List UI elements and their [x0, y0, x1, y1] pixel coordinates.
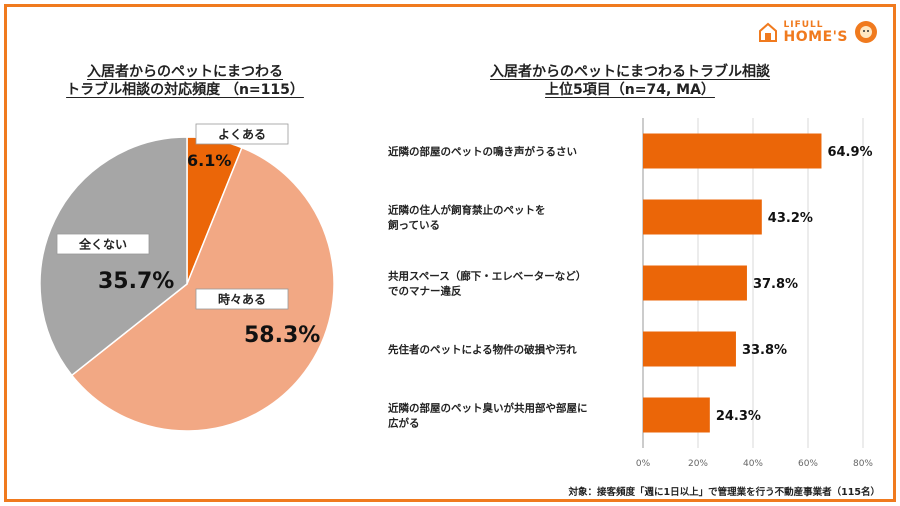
bar-category-label: 近隣の部屋のペット臭いが共用部や部屋に: [388, 402, 588, 415]
bar-value-label: 33.8%: [742, 343, 787, 358]
bar-category-label: 広がる: [388, 417, 420, 430]
pie-title-line2: トラブル相談の対応頻度 （n=115）: [66, 82, 304, 98]
pie-chart-title: 入居者からのペットにまつわる トラブル相談の対応頻度 （n=115）: [20, 63, 350, 99]
bar-category-label: 近隣の部屋のペットの鳴き声がうるさい: [388, 145, 577, 158]
bar: [643, 133, 822, 169]
pie-slice-label: 全くない: [78, 237, 127, 252]
bar-category-label: 近隣の住人が飼育禁止のペットを: [388, 204, 546, 217]
brand-line1: LIFULL: [783, 19, 824, 30]
bar: [643, 397, 710, 433]
x-tick-label: 80%: [853, 459, 873, 469]
pie-value-label: 6.1%: [187, 151, 231, 170]
bar-chart-title: 入居者からのペットにまつわるトラブル相談 上位5項目（n=74, MA）: [420, 63, 840, 99]
bar: [643, 199, 762, 235]
brand-line2: HOME'S: [783, 28, 848, 45]
mascot-icon: [855, 21, 877, 43]
pie-label-box: [195, 288, 289, 310]
x-tick-label: 0%: [636, 459, 651, 469]
pie-value-label: 58.3%: [244, 323, 320, 348]
pie-label-box: [195, 123, 289, 145]
bar-value-label: 43.2%: [768, 211, 813, 226]
bar-value-label: 64.9%: [827, 145, 872, 160]
bar-title-line2: 上位5項目（n=74, MA）: [545, 82, 715, 98]
footnote: 対象：接客頻度「週に1日以上」で管理業を行う不動産事業者（115名）: [568, 487, 880, 498]
pie-label-box: [56, 233, 150, 255]
bar-title-line1: 入居者からのペットにまつわるトラブル相談: [490, 64, 770, 80]
x-tick-label: 60%: [798, 459, 818, 469]
pie-slice-label: 時々ある: [218, 292, 266, 307]
bar-value-label: 37.8%: [753, 277, 798, 292]
bar-category-label: 共用スペース（廊下・エレベーターなど）: [388, 270, 586, 283]
house-icon: [758, 22, 777, 42]
bar-category-label: 飼っている: [387, 219, 440, 232]
bar-category-label: でのマナー違反: [388, 285, 462, 298]
pie-slice: [39, 136, 188, 377]
pie-slice-label: よくある: [218, 128, 266, 142]
pie-title-line1: 入居者からのペットにまつわる: [87, 64, 283, 80]
x-tick-label: 20%: [688, 459, 708, 469]
x-tick-label: 40%: [743, 459, 763, 469]
bar: [643, 265, 747, 301]
brand-logo: LIFULL HOME'S: [758, 20, 878, 44]
pie-value-label: 35.7%: [98, 269, 174, 294]
bar-value-label: 24.3%: [716, 409, 761, 424]
bar-category-label: 先住者のペットによる物件の破損や汚れ: [388, 343, 577, 356]
bar: [643, 331, 736, 367]
